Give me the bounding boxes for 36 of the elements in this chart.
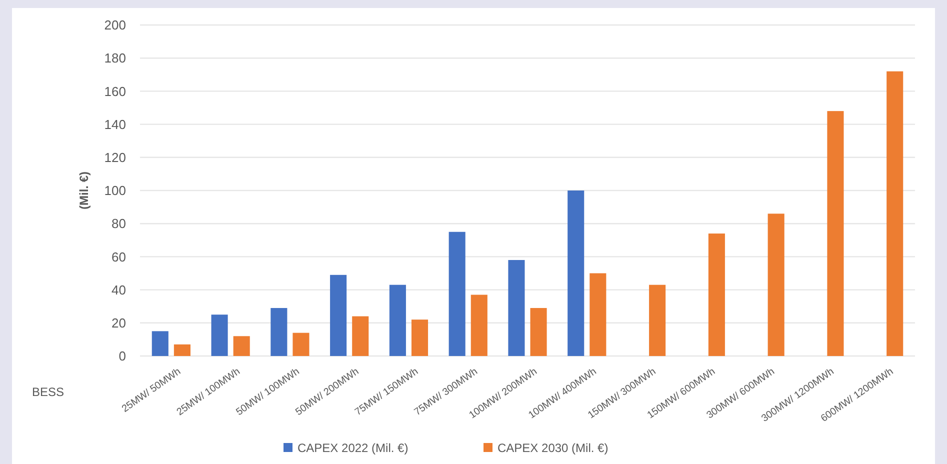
bar bbox=[411, 320, 428, 356]
y-tick-label: 20 bbox=[112, 315, 126, 330]
y-tick-label: 100 bbox=[104, 183, 126, 198]
bar bbox=[211, 314, 228, 356]
bar bbox=[292, 332, 310, 356]
legend-label: CAPEX 2022 (Mil. €) bbox=[298, 441, 408, 455]
y-tick-label: 40 bbox=[112, 282, 126, 298]
y-tick-label: 80 bbox=[112, 216, 126, 232]
bar bbox=[270, 308, 288, 356]
bar bbox=[649, 284, 666, 356]
legend-label: CAPEX 2030 (Mil. €) bbox=[498, 441, 608, 455]
y-tick-label: 120 bbox=[104, 150, 126, 165]
y-tick-label: 160 bbox=[104, 84, 126, 99]
bar bbox=[448, 232, 466, 356]
y-axis-title: (Mil. €) bbox=[77, 172, 91, 210]
bar bbox=[174, 344, 190, 356]
bar bbox=[708, 234, 725, 356]
x-axis-title: BESS bbox=[32, 385, 64, 399]
bar bbox=[590, 273, 606, 356]
bar bbox=[470, 294, 488, 356]
y-tick-label: 200 bbox=[104, 18, 126, 33]
y-tick-label: 0 bbox=[118, 348, 126, 364]
bar bbox=[827, 111, 844, 356]
bar bbox=[768, 214, 784, 356]
bar bbox=[389, 284, 406, 356]
bar bbox=[152, 331, 168, 356]
bar bbox=[233, 336, 250, 356]
bar bbox=[568, 190, 584, 356]
bar bbox=[886, 71, 904, 356]
bar bbox=[330, 274, 347, 356]
y-tick-label: 180 bbox=[104, 50, 126, 66]
bar bbox=[530, 308, 547, 356]
y-tick-label: 60 bbox=[112, 249, 126, 264]
bar bbox=[508, 260, 525, 356]
bar bbox=[352, 316, 369, 356]
y-tick-label: 140 bbox=[104, 116, 126, 132]
